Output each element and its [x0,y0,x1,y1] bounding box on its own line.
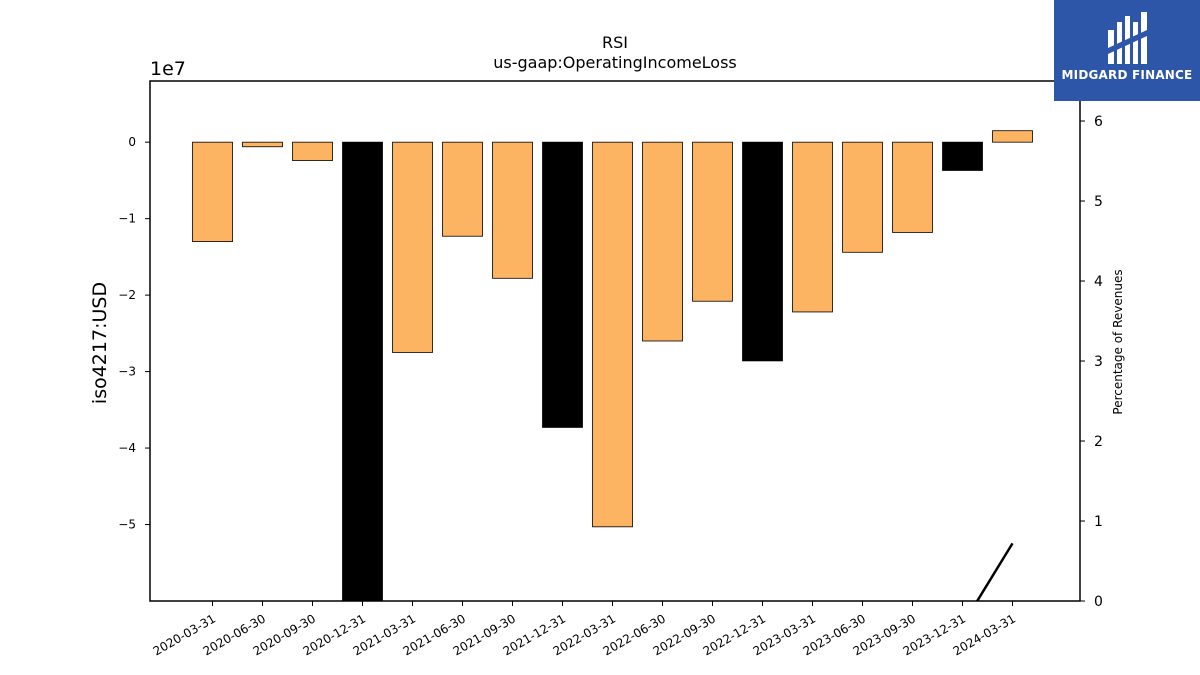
bar-2020-12-31 [342,141,383,602]
revenue-percentage-line [975,542,1014,601]
bar-2023-06-30 [842,141,883,253]
y-tick-label: −3 [118,365,136,379]
chart-subtitle: us-gaap:OperatingIncomeLoss [493,53,737,72]
logo-text: MIDGARD FINANCE [1061,68,1193,82]
line-layer [975,542,1014,601]
y2-tick-label: 5 [1094,194,1103,210]
y-tick-label: −4 [118,441,136,455]
plot-frame [149,80,1081,602]
y2-axis-label: Percentage of Revenues [1111,269,1125,414]
bar-2020-09-30 [292,141,333,161]
bar-2022-12-31 [742,141,783,362]
y-tick-label: −5 [118,518,136,532]
y2-tick-label: 0 [1094,594,1103,610]
y-tick-label: −2 [118,288,136,302]
bar-2021-09-30 [492,141,533,279]
bar-2021-03-31 [392,141,433,353]
y-axis-label: iso4217:USD [89,282,111,404]
bar-2020-06-30 [242,141,283,148]
y2-tick-label: 3 [1094,354,1103,370]
y2-tick-label: 6 [1094,114,1103,130]
bar-2020-03-31 [192,141,233,242]
chart-title: RSI [602,33,628,52]
bar-2023-09-30 [892,141,933,233]
bar-2023-12-31 [942,141,983,171]
bar-2022-06-30 [642,141,683,342]
bar-2021-12-31 [542,141,583,428]
y-tick-label: 0 [128,135,136,149]
midgard-finance-logo: MIDGARD FINANCE [1054,0,1200,101]
y2-tick-label: 4 [1094,274,1103,290]
bar-2024-03-31 [992,130,1033,143]
bar-2021-06-30 [442,141,483,237]
midgard-logo-icon [1108,12,1147,64]
bars-layer [192,130,1033,602]
x-axis: 2020-03-312020-06-302020-09-302020-12-31… [151,601,1018,658]
bar-2022-09-30 [692,141,733,302]
y-tick-label: −1 [118,212,136,226]
y2-tick-label: 2 [1094,434,1103,450]
bar-2022-03-31 [592,141,633,528]
bar-2023-03-31 [792,141,833,313]
y2-axis: 0 1 2 3 4 5 6 [1080,114,1103,610]
y2-tick-label: 1 [1094,514,1103,530]
y-offset-label: 1e7 [150,58,186,80]
y-axis: 0 −1 −2 −3 −4 −5 [118,135,150,532]
